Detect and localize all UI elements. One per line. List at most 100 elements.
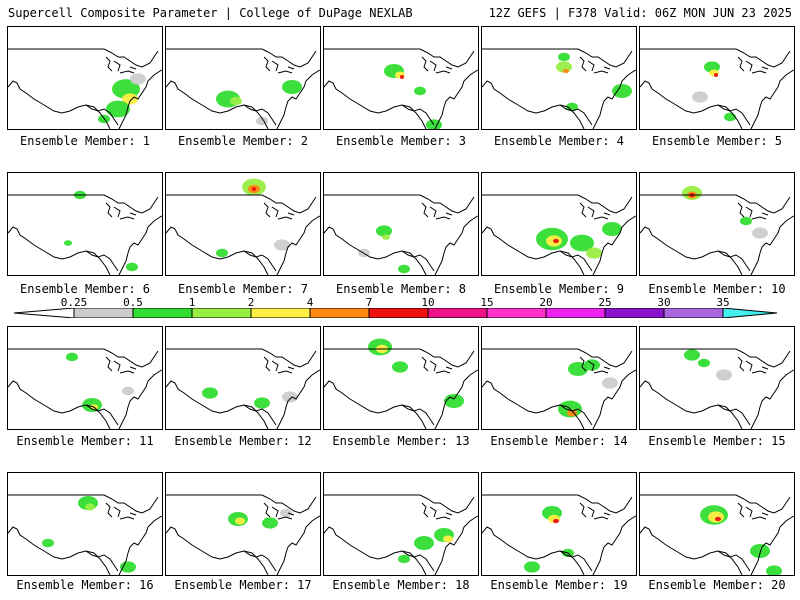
member-map-svg: [640, 494, 794, 575]
border-line: [482, 48, 633, 68]
scp-contour-fill: [64, 240, 72, 246]
gulf-coast: [559, 550, 593, 572]
coastline: [324, 369, 478, 429]
coastline: [482, 69, 636, 129]
scp-contour-fill: [553, 518, 559, 524]
gulf-coast: [85, 104, 119, 126]
member-map-svg: [482, 48, 636, 129]
member-map-8: [323, 172, 479, 276]
colorbar-segment: [191, 308, 252, 318]
colorbar-segment: [663, 308, 724, 318]
coastline: [8, 215, 162, 275]
scp-contour-fill: [130, 73, 146, 85]
member-caption: Ensemble Member: 11: [16, 434, 154, 448]
member-map-svg: [8, 494, 162, 575]
scp-contour-fill: [566, 102, 578, 112]
scp-contour-fill: [120, 561, 136, 573]
gulf-coast: [717, 104, 751, 126]
member-caption: Ensemble Member: 17: [174, 578, 312, 592]
coastline: [324, 69, 478, 129]
member-caption: Ensemble Member: 4: [493, 134, 625, 148]
member-caption: Ensemble Member: 3: [335, 134, 467, 148]
great-lakes: [105, 56, 137, 74]
great-lakes: [263, 356, 295, 374]
scp-contour-fill: [715, 516, 721, 522]
member-map-svg: [8, 348, 162, 429]
border-line: [166, 348, 317, 368]
coastline: [640, 69, 794, 129]
colorbar: [14, 308, 778, 318]
coastline: [482, 369, 636, 429]
member-map-13: [323, 326, 479, 430]
coastline: [640, 215, 794, 275]
colorbar-segment: [73, 308, 134, 318]
member-caption: Ensemble Member: 12: [174, 434, 312, 448]
gulf-coast: [717, 250, 751, 272]
member-map-16: [7, 472, 163, 576]
great-lakes: [737, 56, 769, 74]
scp-contour-fill: [708, 511, 724, 523]
great-lakes: [105, 202, 137, 220]
member-caption: Ensemble Member: 15: [648, 434, 786, 448]
member-map-svg: [640, 186, 794, 275]
member-map-svg: [324, 338, 478, 429]
border-line: [324, 494, 475, 514]
member-map-9: [481, 172, 637, 276]
great-lakes: [737, 502, 769, 520]
border-line: [8, 48, 159, 68]
member-map-svg: [8, 48, 162, 129]
border-line: [8, 494, 159, 514]
gulf-coast: [559, 104, 593, 126]
scp-contour-fill: [567, 409, 577, 417]
colorbar-tick-label: 25: [598, 296, 612, 309]
border-line: [166, 194, 317, 214]
scp-contour-fill: [280, 508, 292, 518]
border-line: [482, 194, 633, 214]
colorbar-segment: [486, 308, 547, 318]
colorbar-tick-label: 4: [306, 296, 314, 309]
member-map-17: [165, 472, 321, 576]
gulf-coast: [85, 404, 119, 426]
gulf-coast: [243, 550, 277, 572]
great-lakes: [263, 56, 295, 74]
border-line: [324, 48, 475, 68]
member-map-14: [481, 326, 637, 430]
colorbar-tick-label: 35: [716, 296, 730, 309]
map-title: Supercell Composite Parameter | College …: [8, 6, 413, 20]
member-caption: Ensemble Member: 19: [490, 578, 628, 592]
member-map-svg: [166, 178, 320, 275]
valid-time: 12Z GEFS | F378 Valid: 06Z MON JUN 23 20…: [488, 6, 792, 20]
member-map-19: [481, 472, 637, 576]
scp-contour-fill: [714, 73, 718, 77]
gulf-coast: [559, 404, 593, 426]
coastline: [8, 515, 162, 575]
scp-contour-fill: [392, 361, 408, 373]
great-lakes: [263, 502, 295, 520]
great-lakes: [579, 356, 611, 374]
scp-contour-fill: [563, 68, 569, 74]
colorbar-tick-label: 1: [188, 296, 196, 309]
scp-contour-fill: [716, 369, 732, 381]
colorbar-segment: [250, 308, 311, 318]
colorbar-tick-label: 10: [421, 296, 435, 309]
member-map-2: [165, 26, 321, 130]
border-line: [166, 494, 317, 514]
member-map-7: [165, 172, 321, 276]
gulf-coast: [559, 250, 593, 272]
border-line: [640, 48, 791, 68]
scp-contour-fill: [85, 503, 95, 511]
scp-contour-fill: [752, 227, 768, 239]
colorbar-arrow-right: [722, 308, 778, 318]
colorbar-segment: [132, 308, 193, 318]
member-map-20: [639, 472, 795, 576]
member-map-svg: [166, 48, 320, 129]
colorbar-segment: [368, 308, 429, 318]
scp-contour-fill: [553, 238, 559, 244]
member-caption: Ensemble Member: 5: [651, 134, 783, 148]
gulf-coast: [243, 404, 277, 426]
member-caption: Ensemble Member: 18: [332, 578, 470, 592]
gulf-coast: [717, 550, 751, 572]
scp-contour-fill: [202, 387, 218, 399]
border-line: [640, 348, 791, 368]
gulf-coast: [401, 550, 435, 572]
